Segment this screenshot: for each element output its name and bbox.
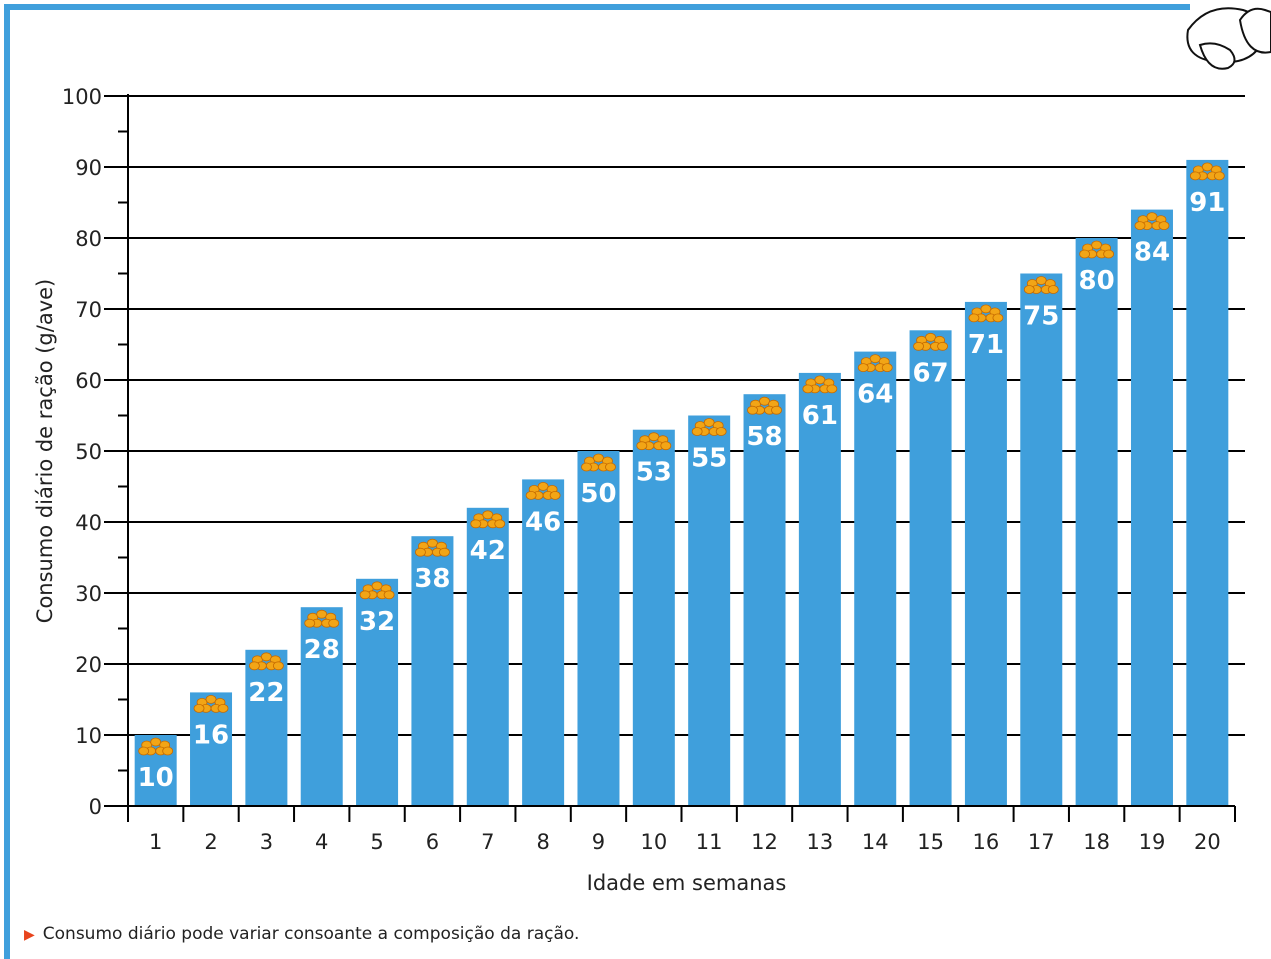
x-tick-label: 4	[315, 830, 328, 854]
bar-value-label: 46	[525, 507, 561, 537]
grain-feed-icon	[913, 332, 948, 351]
bar	[1075, 238, 1118, 806]
x-tick-label: 17	[1028, 830, 1055, 854]
grain-feed-icon	[1079, 240, 1115, 259]
bar	[522, 479, 565, 806]
x-tick-label: 16	[973, 830, 1000, 854]
grain-feed-icon	[193, 695, 229, 713]
grain-feed-icon	[359, 581, 395, 600]
grain-feed-icon	[691, 418, 727, 436]
bar	[964, 301, 1007, 806]
grain-feed-icon	[1189, 162, 1225, 181]
bar	[1020, 273, 1063, 806]
frame-border	[4, 4, 1190, 959]
bar-value-label: 53	[636, 458, 672, 488]
y-tick-label: 20	[75, 653, 102, 677]
y-tick-label: 60	[75, 369, 102, 393]
bar	[688, 415, 731, 806]
bar-value-label: 91	[1189, 188, 1225, 218]
x-tick-label: 9	[592, 830, 605, 854]
y-tick-label: 90	[75, 156, 102, 180]
seeds-icon	[1186, 7, 1271, 70]
bar-value-label: 38	[414, 564, 450, 594]
bar-value-label: 80	[1079, 266, 1115, 296]
y-tick-label: 0	[89, 795, 102, 819]
bar-value-label: 16	[193, 720, 229, 750]
bar-value-label: 50	[580, 479, 616, 509]
bar	[632, 429, 675, 806]
bar	[854, 351, 897, 806]
x-tick-label: 7	[481, 830, 494, 854]
y-tick-label: 30	[75, 582, 102, 606]
x-tick-label: 3	[260, 830, 273, 854]
bar	[466, 507, 509, 806]
x-tick-label: 1	[149, 830, 162, 854]
bar-value-label: 22	[248, 678, 284, 708]
x-tick-label: 18	[1083, 830, 1110, 854]
grain-feed-icon	[802, 375, 838, 394]
y-tick-label: 80	[75, 227, 102, 251]
grain-feed-icon	[1023, 276, 1059, 294]
bar	[411, 536, 454, 806]
bar	[577, 451, 620, 806]
bar-value-label: 71	[968, 330, 1004, 360]
grain-feed-icon	[747, 396, 782, 415]
x-tick-label: 6	[426, 830, 439, 854]
bar	[1186, 159, 1229, 806]
bar-value-label: 64	[857, 380, 893, 410]
bar-value-label: 84	[1134, 238, 1170, 268]
grain-feed-icon	[138, 737, 174, 756]
footnote-marker-icon: ▶	[24, 927, 35, 943]
y-tick-label: 10	[75, 724, 102, 748]
grain-feed-icon	[470, 510, 506, 529]
x-tick-label: 19	[1139, 830, 1166, 854]
x-tick-label: 15	[917, 830, 944, 854]
bar	[798, 372, 841, 806]
bar-value-label: 55	[691, 444, 727, 474]
bar	[356, 578, 399, 806]
bar-value-label: 75	[1023, 302, 1059, 332]
x-tick-label: 8	[536, 830, 549, 854]
x-tick-label: 5	[370, 830, 383, 854]
x-axis-label: Idade em semanas	[587, 871, 787, 895]
x-tick-label: 11	[696, 830, 723, 854]
grain-feed-icon	[636, 432, 672, 451]
bar	[245, 649, 288, 806]
y-axis-label: Consumo diário de ração (g/ave)	[33, 279, 57, 623]
bar-value-label: 10	[138, 763, 174, 793]
bar	[300, 607, 343, 806]
y-tick-label: 100	[62, 85, 102, 109]
bar	[743, 394, 786, 806]
x-tick-label: 2	[204, 830, 217, 854]
grain-feed-icon	[1134, 212, 1170, 231]
y-tick-label: 50	[75, 440, 102, 464]
grain-feed-icon	[415, 538, 450, 557]
footnote: ▶ Consumo diário pode variar consoante a …	[24, 924, 579, 944]
bar-value-label: 32	[359, 607, 395, 637]
bar-value-label: 61	[802, 401, 838, 431]
grain-feed-icon	[248, 652, 284, 671]
bar-value-label: 42	[470, 536, 506, 566]
grain-feed-icon	[304, 609, 340, 628]
grain-feed-icon	[525, 481, 561, 500]
bar	[1130, 209, 1173, 807]
bar-value-label: 28	[304, 635, 340, 665]
bar	[134, 735, 177, 806]
bar	[909, 330, 952, 806]
x-tick-label: 12	[751, 830, 778, 854]
grain-feed-icon	[968, 304, 1004, 323]
y-tick-label: 40	[75, 511, 102, 535]
grain-feed-icon	[857, 354, 893, 373]
x-tick-label: 14	[862, 830, 889, 854]
grain-feed-icon	[581, 453, 616, 472]
y-tick-label: 70	[75, 298, 102, 322]
x-tick-label: 13	[807, 830, 834, 854]
footnote-text: Consumo diário pode variar consoante a c…	[42, 924, 580, 944]
bar-value-label: 67	[912, 358, 948, 388]
bar-value-label: 58	[746, 422, 782, 452]
x-tick-label: 10	[640, 830, 667, 854]
x-tick-label: 20	[1194, 830, 1221, 854]
